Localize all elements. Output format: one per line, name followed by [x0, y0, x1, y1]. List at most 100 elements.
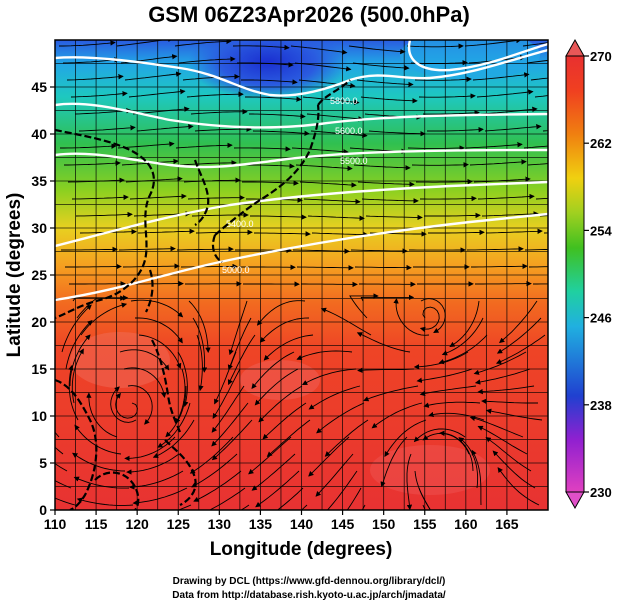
- coast-japan-honshu: [214, 104, 320, 236]
- height-contours: [55, 40, 548, 302]
- streamline: [469, 415, 524, 438]
- coast-kyushu: [211, 234, 223, 263]
- streamline: [192, 317, 208, 373]
- streamline: [252, 130, 310, 137]
- contour-5600: [55, 102, 548, 129]
- streamline: [292, 248, 350, 254]
- y-tick-label: 0: [39, 502, 47, 518]
- streamline: [492, 450, 536, 489]
- streamline: [348, 45, 406, 55]
- streamline: [242, 180, 299, 186]
- streamline: [295, 164, 353, 172]
- streamline: [189, 436, 234, 474]
- streamline: [115, 392, 138, 419]
- streamline: [65, 263, 122, 270]
- contour-5800: [55, 48, 548, 97]
- streamline: [69, 334, 91, 387]
- streamline: [138, 334, 182, 369]
- streamline: [190, 109, 248, 115]
- streamline: [384, 419, 427, 457]
- streamline: [424, 212, 481, 219]
- streamline: [311, 231, 369, 238]
- streamline: [74, 108, 132, 115]
- y-tick-label: 20: [31, 314, 47, 330]
- streamline: [74, 424, 122, 455]
- colorbar-ticks: 230 238 246 254 262 270: [584, 49, 612, 500]
- streamline: [129, 193, 187, 200]
- streamline: [474, 368, 531, 385]
- streamline: [306, 113, 364, 122]
- streamline: [256, 300, 306, 326]
- streamline: [117, 141, 175, 149]
- streamline: [70, 90, 128, 98]
- streamline: [363, 385, 419, 402]
- streamline: [122, 263, 180, 269]
- streamline: [320, 307, 372, 336]
- streamline: [254, 368, 299, 406]
- streamline: [522, 42, 548, 47]
- streamline: [177, 351, 189, 407]
- streamline: [61, 246, 118, 253]
- streamline: [427, 126, 484, 133]
- streamline: [263, 334, 314, 361]
- y-tick-label: 35: [31, 173, 47, 189]
- streamline: [187, 195, 245, 201]
- streamline: [136, 123, 194, 132]
- streamline: [135, 317, 183, 344]
- streamline: [73, 476, 130, 489]
- streamline: [76, 497, 134, 506]
- streamline: [420, 195, 477, 202]
- coastlines: [55, 79, 351, 510]
- colorbar-tick-label: 262: [590, 136, 612, 151]
- streamline: [406, 43, 464, 49]
- streamline: [406, 453, 413, 510]
- streamline: [176, 246, 234, 252]
- warm-patch-1: [70, 332, 170, 388]
- streamline: [310, 130, 368, 139]
- streamline: [477, 193, 535, 200]
- contour-label: 5400.0: [226, 219, 254, 229]
- streamline: [414, 76, 472, 83]
- y-tick-label: 25: [31, 267, 47, 283]
- streamline: [368, 130, 426, 137]
- streamline: [410, 60, 468, 66]
- streamline: [466, 246, 524, 252]
- streamline: [193, 470, 242, 502]
- streamline: [291, 147, 349, 155]
- colorbar-top-cap: [565, 38, 585, 57]
- x-tick-label: 155: [413, 516, 437, 532]
- streamline: [175, 142, 233, 149]
- streamline: [484, 124, 542, 132]
- streamline: [116, 40, 174, 47]
- y-axis-ticks: 0 5 10 15 20 25 30 35 40 45: [31, 79, 55, 518]
- streamline: [211, 402, 249, 447]
- streamline: [526, 59, 548, 64]
- streamline: [55, 497, 76, 506]
- y-tick-label: 15: [31, 361, 47, 377]
- x-tick-label: 140: [290, 516, 314, 532]
- colorbar-tick-label: 270: [590, 49, 612, 64]
- streamline: [262, 402, 307, 440]
- coast-vietnam: [55, 378, 98, 510]
- streamline: [182, 73, 240, 81]
- streamline: [423, 401, 481, 408]
- streamline: [438, 334, 488, 365]
- streamline: [360, 96, 418, 104]
- streamline: [324, 419, 369, 457]
- streamline: [255, 470, 300, 508]
- footer-source: Data from http://database.rish.kyoto-u.a…: [172, 590, 446, 601]
- y-tick-label: 30: [31, 220, 47, 236]
- warm-patch-2: [370, 445, 490, 495]
- warm-patch-3: [240, 360, 320, 400]
- x-axis-ticks: 110 115 120 125 130 135 140 145 150 155 160 165: [44, 510, 519, 532]
- streamline: [476, 89, 534, 98]
- streamline: [481, 398, 538, 405]
- streamline: [356, 79, 414, 88]
- streamline: [449, 300, 480, 347]
- streamline: [165, 386, 187, 438]
- colorbar-tick-label: 238: [590, 398, 612, 413]
- streamline: [72, 452, 126, 472]
- streamline: [481, 211, 539, 217]
- streamline: [428, 229, 485, 236]
- streamline: [416, 368, 473, 384]
